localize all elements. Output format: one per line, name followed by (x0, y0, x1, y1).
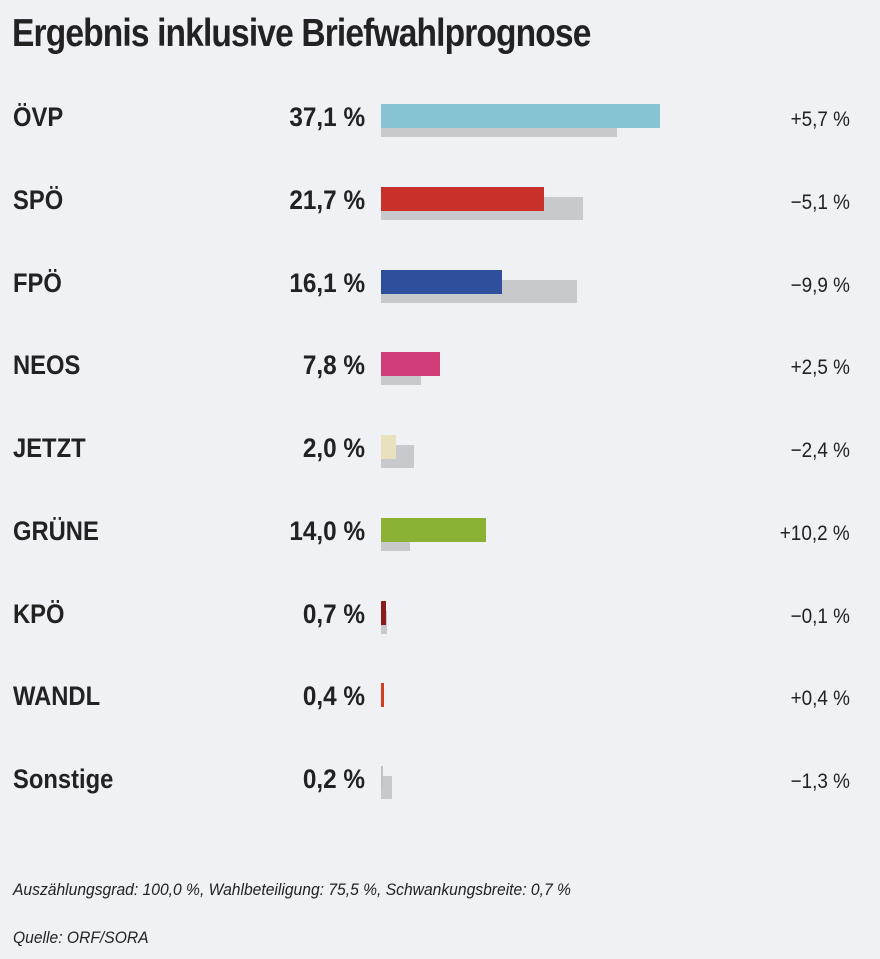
bar-row: GRÜNE 14,0 % +10,2 % (0, 515, 880, 558)
value-label: 14,0 % (289, 515, 365, 546)
bar-row: NEOS 7,8 % +2,5 % (0, 350, 880, 392)
bar-row: Sonstige 0,2 % −1,3 % (0, 764, 880, 806)
bar-row: ÖVP 37,1 % +5,7 % (0, 102, 880, 144)
value-label: 0,7 % (302, 598, 365, 629)
bar-current (381, 104, 660, 128)
bar-current (381, 352, 440, 377)
bar-previous (381, 776, 393, 799)
party-label: JETZT (13, 433, 86, 463)
party-label: ÖVP (13, 102, 64, 132)
value-label: 7,8 % (302, 350, 365, 381)
bar-row: WANDL 0,4 % +0,4 % (0, 681, 880, 723)
diff-label: −5,1 % (790, 190, 850, 214)
diff-label: −0,1 % (790, 604, 850, 628)
party-label: WANDL (13, 681, 101, 712)
diff-label: −2,4 % (790, 439, 850, 462)
diff-label: +2,5 % (790, 356, 850, 380)
value-label: 21,7 % (289, 184, 365, 215)
diff-label: +0,4 % (790, 687, 850, 711)
party-label: Sonstige (13, 764, 114, 794)
bar-current (381, 517, 487, 542)
diff-label: −9,9 % (790, 273, 850, 297)
bar-row: KPÖ 0,7 % −0,1 % (0, 598, 880, 641)
value-label: 37,1 % (289, 102, 365, 132)
diff-label: +10,2 % (780, 521, 850, 545)
bar-current (381, 435, 397, 459)
value-label: 16,1 % (289, 267, 365, 298)
diff-label: −1,3 % (790, 770, 850, 793)
party-label: KPÖ (13, 598, 65, 629)
bar-current (381, 269, 503, 294)
party-label: GRÜNE (13, 515, 99, 546)
bar-current (381, 683, 384, 708)
bar-current (381, 766, 383, 790)
diff-label: +5,7 % (790, 108, 850, 131)
value-label: 0,2 % (302, 764, 365, 794)
value-label: 2,0 % (302, 433, 365, 463)
bar-current (381, 600, 387, 625)
footnote: Auszählungsgrad: 100,0 %, Wahlbeteiligun… (13, 880, 571, 899)
bar-row: SPÖ 21,7 % −5,1 % (0, 184, 880, 227)
party-label: SPÖ (13, 184, 64, 215)
party-label: FPÖ (13, 267, 62, 298)
value-label: 0,4 % (302, 681, 365, 712)
bar-row: JETZT 2,0 % −2,4 % (0, 433, 880, 475)
bar-row: FPÖ 16,1 % −9,9 % (0, 267, 880, 310)
bar-current (381, 186, 545, 211)
chart-title: Ergebnis inklusive Briefwahlprognose (12, 12, 591, 55)
party-label: NEOS (13, 350, 81, 381)
source: Quelle: ORF/SORA (13, 928, 149, 947)
